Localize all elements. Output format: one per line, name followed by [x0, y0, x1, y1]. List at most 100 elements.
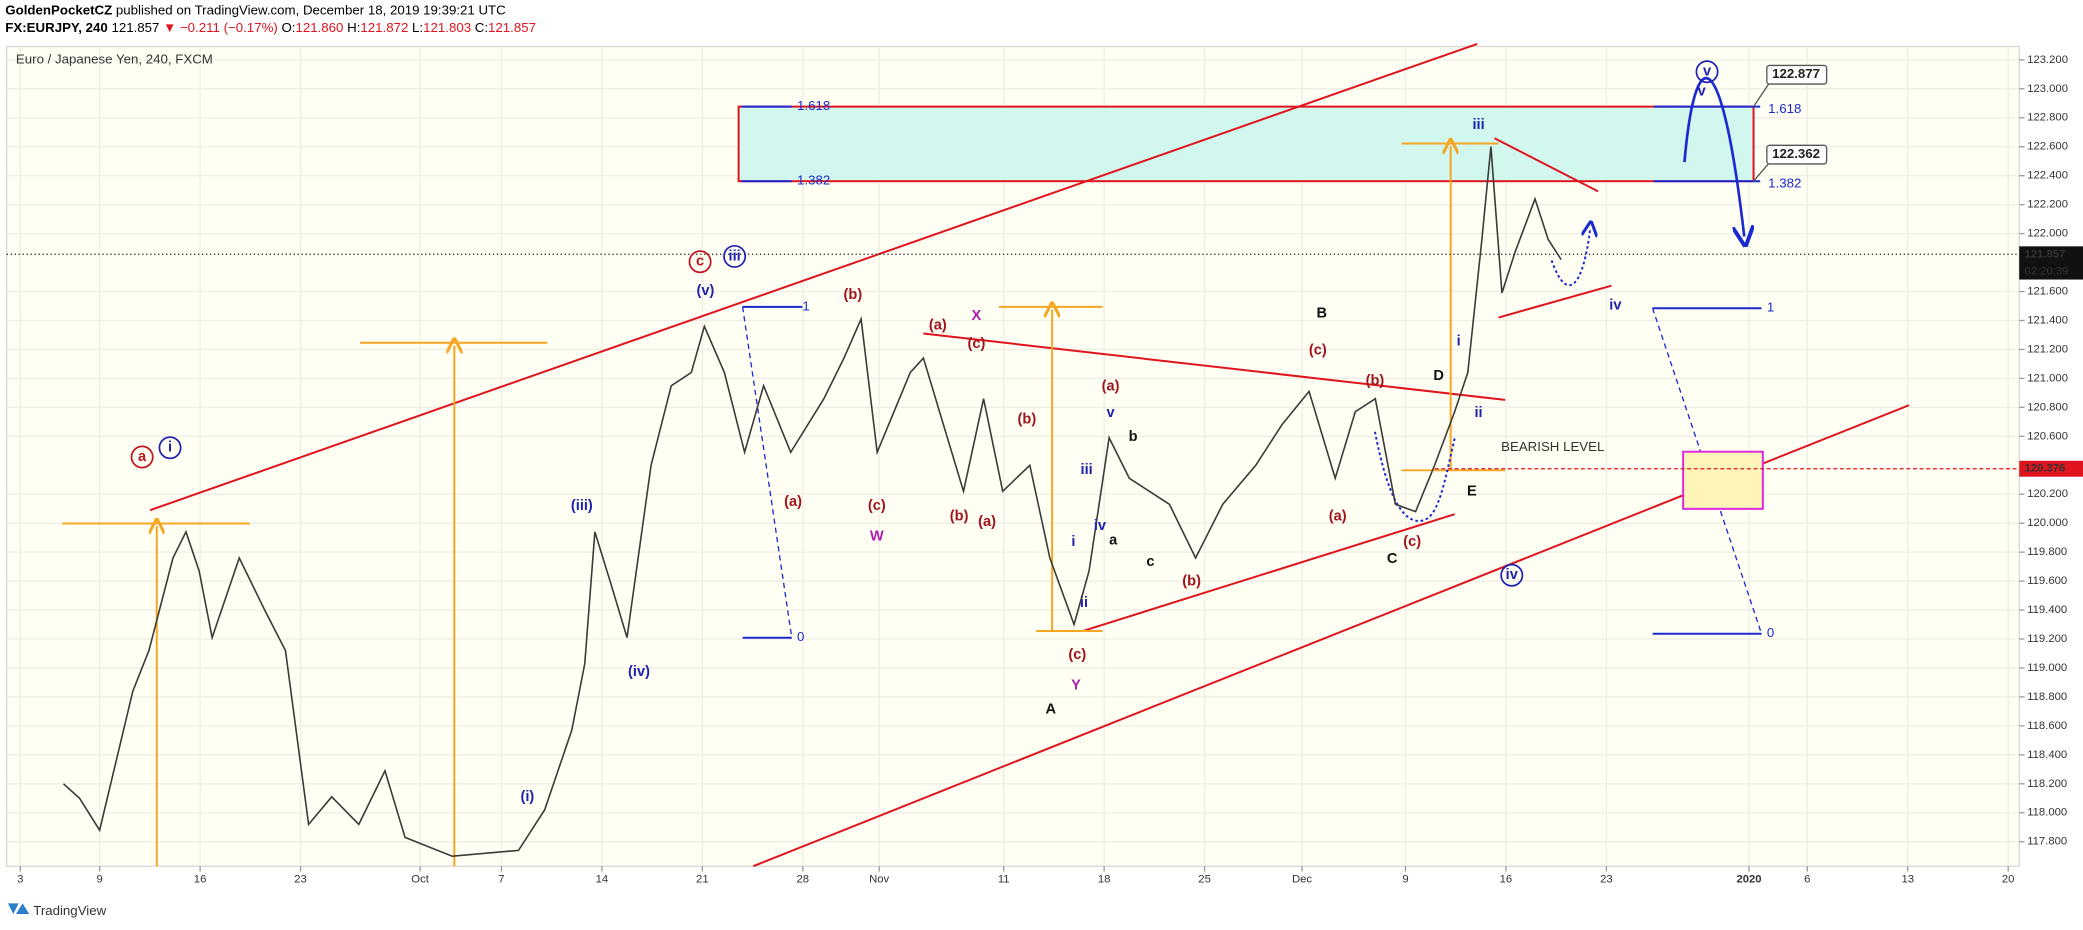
y-tick-label: 121.000 — [2027, 372, 2068, 384]
wave-circle — [158, 436, 182, 460]
wave-label: (iii) — [571, 498, 593, 514]
wave-label: b — [1129, 429, 1138, 445]
y-tick-label: 121.600 — [2027, 286, 2068, 298]
x-tick-label: 7 — [498, 873, 504, 885]
wave-label: B — [1317, 305, 1328, 321]
price-callout-label: 122.362 — [1772, 146, 1820, 161]
x-tick-label: 18 — [1098, 873, 1111, 885]
x-tick-label: 25 — [1198, 873, 1211, 885]
y-tick-label: 118.200 — [2027, 778, 2067, 790]
y-tick-label: 120.000 — [2027, 517, 2068, 529]
wave-label: (a) — [784, 494, 802, 510]
price-badge — [2019, 460, 2083, 477]
wave-label: W — [870, 529, 884, 545]
y-tick-label: 118.400 — [2027, 749, 2067, 761]
wave-label: c — [1146, 554, 1154, 570]
x-tick-label: 13 — [1901, 873, 1914, 885]
y-tick-label: 120.200 — [2027, 488, 2068, 500]
x-tick-label: Oct — [411, 873, 429, 885]
wave-circle — [688, 250, 712, 274]
wave-label: (c) — [1403, 534, 1421, 550]
y-tick-label: 122.200 — [2027, 199, 2068, 211]
x-tick-label: 23 — [1600, 873, 1613, 885]
wave-label: i — [168, 440, 172, 456]
wave-label: (c) — [868, 498, 886, 514]
x-tick-label: 6 — [1804, 873, 1810, 885]
wave-label: (a) — [1102, 378, 1120, 394]
wave-circle — [1500, 563, 1524, 587]
wave-label: (b) — [844, 287, 863, 303]
wave-label: i — [1457, 333, 1461, 349]
low-label: L: — [412, 19, 423, 34]
y-tick-label: 118.800 — [2027, 691, 2067, 703]
wave-label: v — [1107, 405, 1116, 421]
wedge-lower — [1498, 284, 1612, 319]
series — [62, 146, 1562, 858]
fib-ratio: 1.618 — [1768, 101, 1801, 116]
wave-label: C — [1387, 551, 1398, 567]
fib-ratio: 0 — [797, 629, 804, 644]
close-label: C: — [475, 19, 488, 34]
labels: 123.200 123.000 122.800 122.600 122.400 122.2… — [17, 54, 2083, 885]
wave-label: i — [1071, 534, 1075, 550]
wave-label: iii — [1472, 117, 1484, 133]
y-tick-label: 119.200 — [2027, 633, 2067, 645]
open: 121.860 — [295, 19, 343, 34]
y-tick-label: 121.400 — [2027, 314, 2068, 326]
y-tick-label: 122.000 — [2027, 228, 2068, 240]
fib-ratio: 0 — [1767, 625, 1774, 640]
header-line: GoldenPocketCZ published on TradingView.… — [5, 2, 506, 17]
price-callout — [1766, 64, 1828, 85]
wave-label: (b) — [1366, 373, 1385, 389]
x-tick-label: Nov — [869, 873, 889, 885]
callout-pointer — [1752, 82, 1771, 107]
x-tick-label: 16 — [194, 873, 207, 885]
x-tick-label: 23 — [294, 873, 307, 885]
logo — [7, 903, 30, 915]
projection-arrow — [1683, 76, 1744, 236]
wave-label: iv — [1609, 297, 1622, 313]
price-badge-label: 121.857 — [2025, 248, 2066, 260]
wave-label: (a) — [978, 514, 996, 530]
wave-label: iii — [1081, 462, 1093, 478]
last: 121.857 — [111, 19, 159, 34]
wave-label: (a) — [929, 317, 947, 333]
y-tick-label: 119.000 — [2027, 662, 2067, 674]
fib-ratio: 1.382 — [1768, 175, 1801, 190]
wave-circle — [130, 445, 154, 469]
wave-label: a — [1109, 533, 1118, 549]
wedge-upper — [1494, 137, 1599, 193]
channel-upper — [149, 42, 1478, 512]
triangle-upper — [923, 332, 1506, 401]
price-badge-label: 120.376 — [2025, 463, 2066, 475]
wave-label: (a) — [1329, 509, 1347, 525]
wave-label: (v) — [696, 283, 714, 299]
wave-label: (b) — [1182, 574, 1201, 590]
wave-label: (c) — [1068, 647, 1086, 663]
price-callout-label: 122.877 — [1772, 66, 1820, 81]
y-tick-label: 123.200 — [2027, 54, 2068, 66]
measure-tools — [62, 144, 1506, 867]
price-badge — [2019, 246, 2083, 280]
x-tick-label: 21 — [696, 873, 709, 885]
y-tick-label: 122.800 — [2027, 112, 2068, 124]
ohlc-line: FX:EURJPY, 240 121.857 ▼ −0.211 (−0.17%)… — [5, 19, 536, 34]
x-tick-label: 28 — [797, 873, 810, 885]
wave-label: A — [1046, 701, 1057, 717]
wave-label: v — [1698, 84, 1707, 100]
bearish-label: BEARISH LEVEL — [1501, 439, 1604, 454]
y-tick-label: 119.600 — [2027, 575, 2067, 587]
wave-label: (i) — [520, 789, 534, 805]
y-tick-label: 122.400 — [2027, 170, 2068, 182]
wave-label: (iv) — [628, 664, 650, 680]
wave-label: E — [1467, 483, 1477, 499]
target-zone — [737, 105, 1755, 183]
projection-dotted — [1550, 229, 1591, 286]
author: GoldenPocketCZ — [5, 2, 112, 17]
wave-circle — [1695, 60, 1719, 84]
wave-label: X — [972, 308, 982, 324]
low: 121.803 — [423, 19, 471, 34]
open-label: O: — [281, 19, 295, 34]
